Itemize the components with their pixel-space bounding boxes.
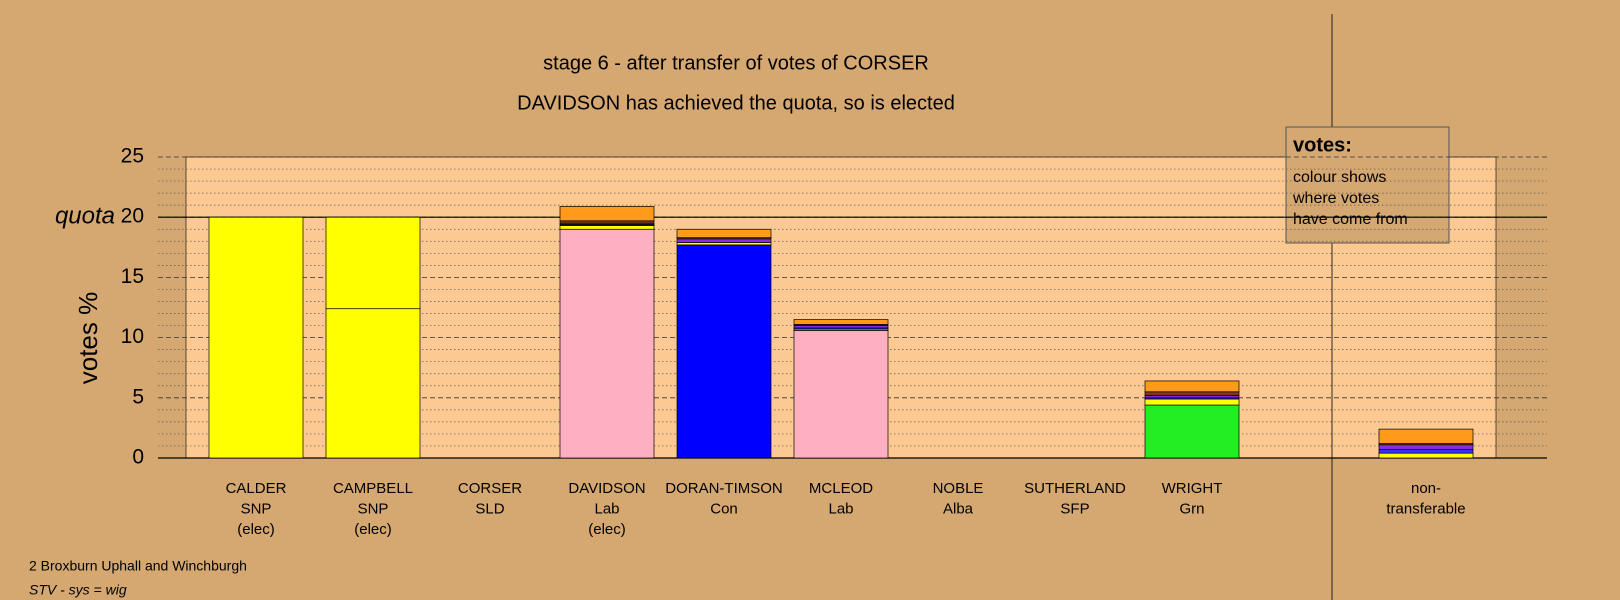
- bar-segment: [676, 244, 772, 459]
- bar-segment: [1378, 444, 1474, 450]
- x-tick-label: MCLEOD: [809, 480, 873, 497]
- legend-text: where votes: [1292, 190, 1379, 207]
- x-tick-label: non-: [1411, 480, 1441, 497]
- legend-title: votes:: [1293, 134, 1352, 156]
- x-tick-label: (elec): [354, 521, 392, 538]
- y-tick-label: 15: [121, 265, 144, 288]
- bar-segment: [559, 228, 655, 459]
- x-tick-label: SLD: [475, 500, 504, 517]
- x-tick-label: Con: [710, 500, 738, 517]
- x-tick-label: DAVIDSON: [568, 480, 645, 497]
- bar-segment: [676, 242, 772, 246]
- bar-segment: [1378, 428, 1474, 444]
- quota-label: quota: [55, 203, 115, 230]
- x-tick-label: SUTHERLAND: [1024, 480, 1126, 497]
- bar-segment: [208, 216, 304, 459]
- bar-segment: [1144, 404, 1240, 459]
- bar-segment: [559, 206, 655, 222]
- x-tick-label: (elec): [237, 521, 275, 538]
- x-tick-label: CALDER: [226, 480, 287, 497]
- bar-segment: [1144, 391, 1240, 396]
- x-tick-label: Alba: [943, 500, 974, 517]
- bar-segment: [793, 325, 889, 329]
- bar-segment: [793, 330, 889, 459]
- bar-segment: [1144, 398, 1240, 406]
- chart-subtitle: DAVIDSON has achieved the quota, so is e…: [517, 92, 955, 114]
- x-tick-label: DORAN-TIMSON: [665, 480, 783, 497]
- x-tick-label: SFP: [1060, 500, 1089, 517]
- y-axis-label: votes %: [73, 292, 103, 385]
- bar-segment: [1378, 452, 1474, 459]
- bar-segment: [1144, 395, 1240, 399]
- footer: STV - sys = wig: [29, 582, 127, 598]
- legend-box: [1285, 126, 1450, 244]
- y-tick-label: 25: [121, 145, 144, 168]
- y-tick-label: 10: [121, 325, 144, 348]
- bar-segment: [559, 225, 655, 230]
- x-tick-label: transferable: [1386, 500, 1465, 517]
- bar-segment: [1378, 449, 1474, 454]
- bar-segment: [1144, 380, 1240, 393]
- bar-segment: [676, 228, 772, 239]
- bar-segment: [325, 216, 421, 310]
- legend-text: colour shows: [1293, 169, 1386, 186]
- bar-segment: [325, 308, 421, 459]
- bar-segment: [559, 220, 655, 224]
- chart-title: stage 6 - after transfer of votes of COR…: [543, 52, 929, 74]
- bar-segment: [793, 319, 889, 325]
- x-tick-label: SNP: [358, 500, 389, 517]
- x-tick-label: CAMPBELL: [333, 480, 413, 497]
- y-tick-label: 20: [121, 205, 144, 228]
- bar-segment: [676, 238, 772, 243]
- y-tick-label: 5: [132, 385, 144, 408]
- x-tick-label: (elec): [588, 521, 626, 538]
- x-tick-label: SNP: [241, 500, 272, 517]
- legend-text: have come from: [1293, 211, 1408, 228]
- x-tick-label: Grn: [1179, 500, 1204, 517]
- x-tick-label: NOBLE: [933, 480, 984, 497]
- y-tick-label: 0: [132, 446, 144, 469]
- x-tick-label: Lab: [594, 500, 619, 517]
- x-tick-label: Lab: [828, 500, 853, 517]
- x-tick-label: CORSER: [458, 480, 522, 497]
- footer: 2 Broxburn Uphall and Winchburgh: [29, 558, 247, 574]
- x-tick-label: WRIGHT: [1162, 480, 1223, 497]
